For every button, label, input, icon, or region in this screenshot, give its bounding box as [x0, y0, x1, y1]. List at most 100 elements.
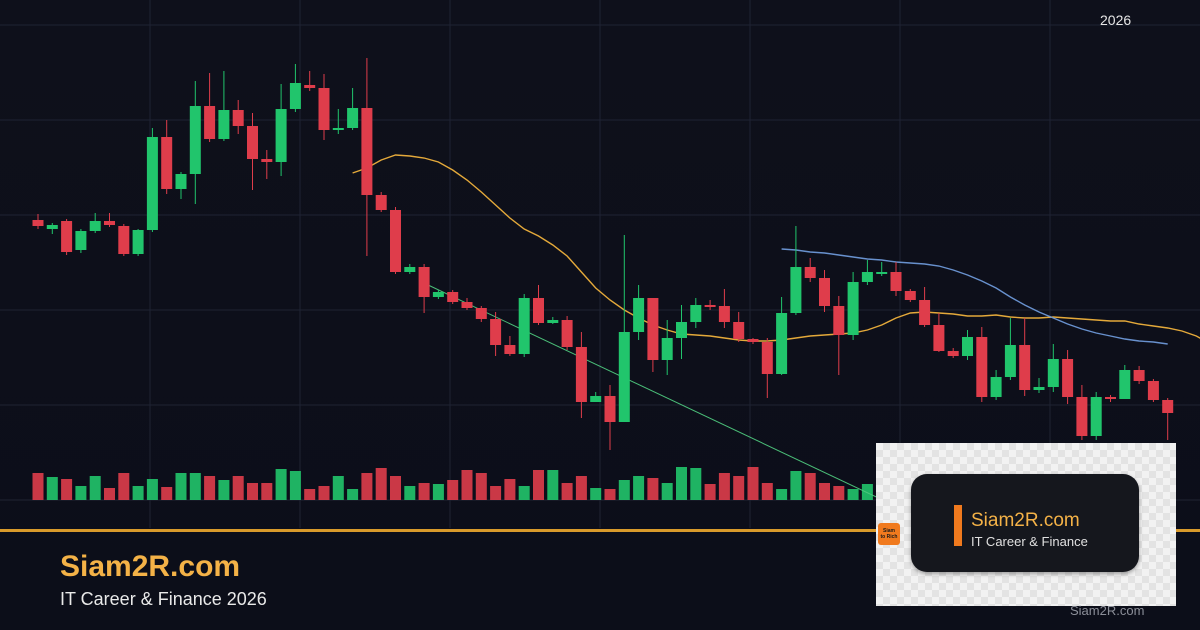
- candle-body: [490, 319, 502, 345]
- candle-body: [418, 267, 430, 297]
- candle-body: [89, 221, 101, 231]
- logo-accent-bar: [954, 505, 962, 546]
- candle-body: [161, 137, 173, 189]
- volume-bar: [404, 486, 416, 500]
- candle-body: [876, 272, 888, 274]
- candle-body: [1062, 359, 1074, 397]
- candle-body: [647, 298, 659, 360]
- volume-bar: [604, 489, 616, 500]
- volume-bar: [647, 478, 659, 500]
- logo-card: Siam2R.com IT Career & Finance: [911, 474, 1139, 572]
- candle-body: [390, 210, 401, 272]
- siam-to-rich-logo-icon: Siam to Rich: [878, 523, 900, 545]
- volume-bar: [390, 476, 401, 500]
- volume-bar: [218, 480, 230, 500]
- candle-body: [676, 322, 687, 338]
- volume-bar: [347, 489, 359, 500]
- candle-body: [1004, 345, 1016, 377]
- candle-body: [661, 338, 673, 360]
- volume-bar: [132, 486, 144, 500]
- candle-body: [575, 347, 587, 402]
- candle-body: [704, 305, 716, 307]
- volume-bar: [461, 470, 473, 500]
- mini-logo-line2: to Rich: [880, 534, 898, 540]
- candle-body: [804, 267, 816, 278]
- candle-body: [833, 306, 845, 335]
- candle-body: [261, 159, 273, 162]
- volume-bar: [475, 473, 487, 500]
- volume-bar: [304, 489, 316, 500]
- candle-body: [847, 282, 859, 335]
- volume-bar: [275, 469, 287, 500]
- candle-body: [1147, 381, 1159, 400]
- volume-bar: [819, 483, 830, 500]
- candle-body: [132, 230, 144, 254]
- candle-body: [218, 110, 230, 139]
- candle-body: [776, 313, 788, 374]
- candle-body: [790, 267, 802, 313]
- moving-average-line: [427, 284, 948, 530]
- volume-bar: [332, 476, 344, 500]
- candle-body: [733, 322, 745, 339]
- volume-bar: [575, 476, 587, 500]
- volume-bar: [447, 480, 459, 500]
- volume-bar: [432, 484, 444, 500]
- volume-bar: [747, 467, 759, 500]
- candle-body: [990, 377, 1002, 397]
- volume-bar: [104, 488, 115, 500]
- candle-body: [718, 306, 730, 322]
- candle-body: [432, 292, 444, 297]
- candle-body: [318, 88, 330, 130]
- candle-body: [475, 308, 487, 319]
- candle-body: [547, 320, 559, 323]
- volume-bar: [161, 487, 173, 500]
- candle-body: [175, 174, 187, 189]
- candle-body: [404, 267, 416, 272]
- candle-body: [919, 300, 931, 325]
- candle-body: [1119, 370, 1131, 399]
- volume-bar: [75, 486, 87, 500]
- volume-bar: [46, 477, 58, 500]
- candle-body: [819, 278, 830, 306]
- candle-body: [75, 231, 87, 250]
- volume-bar: [418, 483, 430, 500]
- gold-divider-line: [0, 529, 1200, 532]
- candle-body: [118, 226, 130, 254]
- candle-body: [590, 396, 602, 402]
- volume-bar: [847, 489, 859, 500]
- volume-bar: [790, 471, 802, 500]
- volume-bar: [204, 476, 216, 500]
- logo-thumbnail: Siam2R.com IT Career & Finance Siam to R…: [876, 443, 1176, 606]
- candle-body: [761, 342, 773, 374]
- volume-bar: [289, 471, 301, 500]
- volume-bar: [189, 473, 201, 500]
- candle-body: [1033, 387, 1045, 390]
- volume-bar: [618, 480, 630, 500]
- candle-body: [618, 332, 630, 422]
- candle-body: [1047, 359, 1059, 387]
- volume-bar: [518, 486, 530, 500]
- candle-body: [1090, 397, 1102, 436]
- candle-body: [690, 305, 702, 322]
- brand-title: Siam2R.com: [60, 550, 241, 583]
- candle-body: [1133, 370, 1145, 381]
- candle-body: [947, 351, 959, 356]
- candle-body: [361, 108, 373, 195]
- volume-bar: [318, 486, 330, 500]
- candle-body: [347, 108, 359, 128]
- candle-body: [861, 272, 873, 282]
- candle-body: [46, 225, 58, 229]
- brand-subtitle: IT Career & Finance 2026: [60, 589, 267, 609]
- candle-body: [146, 137, 158, 230]
- volume-bar: [533, 470, 544, 500]
- candle-body: [1076, 397, 1088, 436]
- candle-body: [375, 195, 387, 210]
- volume-bar: [676, 467, 687, 500]
- moving-average-line: [781, 248, 1168, 345]
- candle-body: [561, 320, 573, 347]
- candle-body: [275, 109, 287, 162]
- volume-bar: [661, 483, 673, 500]
- volume-bar: [118, 473, 130, 500]
- candle-body: [232, 110, 244, 126]
